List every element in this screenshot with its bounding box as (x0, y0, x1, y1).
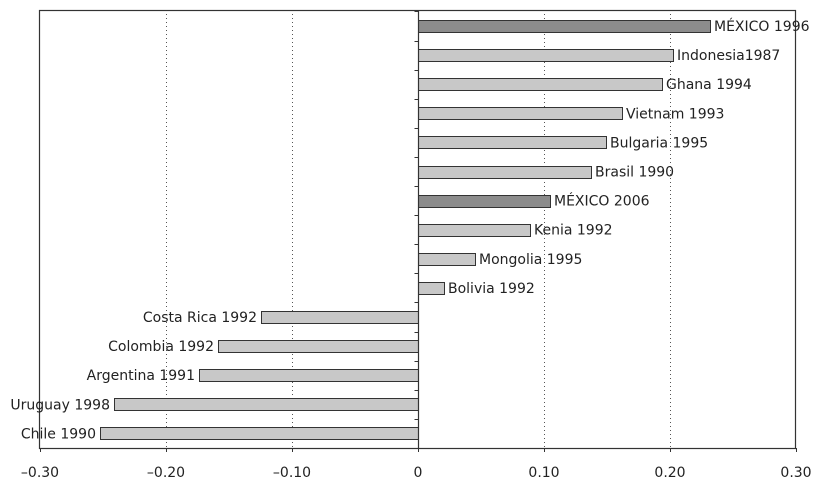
bar-3 (418, 107, 623, 120)
bar-1 (418, 49, 674, 62)
bar-11 (218, 340, 419, 353)
bar-label-14: Chile 1990 (21, 426, 96, 442)
bar-9 (418, 282, 445, 295)
x-tick-label-1: –0.20 (147, 465, 185, 481)
bar-label-1: Indonesia1987 (677, 48, 780, 64)
bar-12 (199, 369, 419, 382)
bar-label-12: Argentina 1991 (87, 368, 195, 384)
bar-7 (418, 224, 531, 237)
bar-label-4: Bulgaria 1995 (610, 135, 708, 151)
bar-label-13: Uruguay 1998 (10, 397, 110, 413)
bar-label-3: Vietnam 1993 (626, 106, 724, 122)
bar-label-2: Ghana 1994 (666, 77, 752, 93)
bar-label-6: MÉXICO 2006 (554, 193, 650, 210)
bar-2 (418, 78, 663, 91)
bar-14 (100, 427, 419, 440)
x-tick-label-3: 0 (414, 465, 423, 481)
bar-4 (418, 136, 607, 149)
plot-frame (38, 9, 797, 450)
x-tick-label-6: 0.30 (780, 465, 811, 481)
x-tick-labels: –0.30 –0.20 –0.10 0 0.10 0.20 0.30 (21, 448, 812, 481)
x-tick-label-2: –0.10 (273, 465, 311, 481)
x-tick-label-5: 0.20 (654, 465, 685, 481)
bar-8 (418, 253, 476, 266)
bar-5 (418, 166, 592, 179)
bar-label-8: Mongolia 1995 (479, 252, 582, 268)
x-tick-label-4: 0.10 (528, 465, 559, 481)
bar-0 (418, 20, 711, 33)
bar-13 (114, 398, 419, 411)
bar-label-10: Costa Rica 1992 (143, 310, 257, 326)
axes (38, 9, 797, 450)
bar-label-0: MÉXICO 1996 (714, 18, 810, 35)
bar-10 (261, 311, 419, 324)
x-tick-label-0: –0.30 (21, 465, 59, 481)
bar-label-9: Bolivia 1992 (448, 281, 535, 297)
bar-label-7: Kenia 1992 (534, 223, 613, 239)
bar-label-5: Brasil 1990 (595, 165, 674, 181)
bar-label-11: Colombia 1992 (108, 339, 214, 355)
bar-labels: MÉXICO 1996 Indonesia1987 Ghana 1994 Vietna… (10, 18, 809, 442)
bar-6 (418, 195, 551, 208)
